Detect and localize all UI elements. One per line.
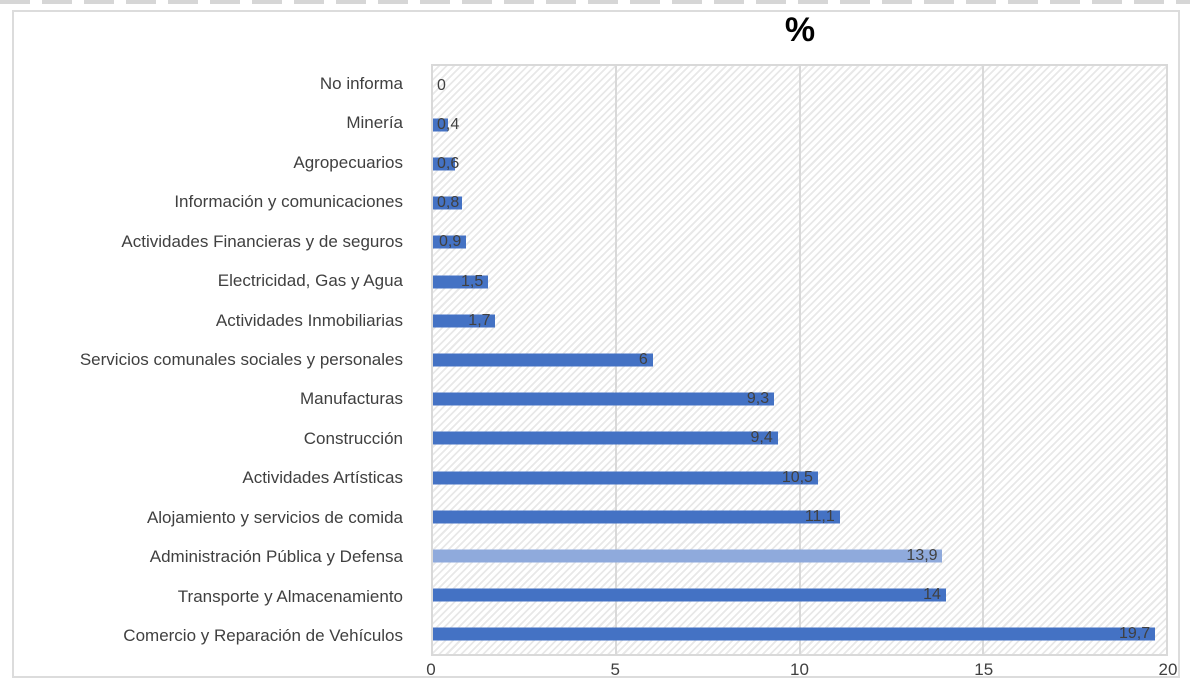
bar-row: 0,6 (433, 144, 1166, 183)
category-label: Transporte y Almacenamiento (177, 586, 403, 606)
value-label: 1,7 (468, 311, 491, 329)
x-tick-label: 15 (974, 660, 994, 679)
value-label: 0,4 (437, 115, 460, 133)
chart-title: % (784, 11, 816, 49)
bar (433, 235, 466, 249)
category-label: No informa (319, 73, 403, 93)
bar-row: 9,4 (433, 419, 1166, 458)
value-label: 0,8 (437, 194, 460, 212)
category-label: Servicios comunales sociales y personale… (79, 350, 403, 370)
gridline (798, 66, 801, 654)
bar-row: 14 (433, 576, 1166, 615)
x-axis: 0 5 10 15 20 (426, 659, 1177, 683)
bar-row: 11,1 (433, 497, 1166, 536)
x-tick-label: 0 (426, 660, 436, 679)
bar-row: 13,9 (433, 536, 1166, 575)
bar-row: 1,5 (433, 262, 1166, 301)
bar-row: 0,9 (433, 223, 1166, 262)
value-label: 1,5 (460, 272, 484, 290)
value-label: 0 (437, 76, 446, 94)
bar (433, 510, 840, 524)
value-label: 13,9 (906, 547, 938, 565)
bar (433, 196, 463, 210)
value-label: 14 (923, 586, 941, 604)
bar (433, 157, 455, 171)
value-label: 0,6 (437, 155, 460, 172)
cropped-dashed-border (0, 0, 1190, 4)
value-label: 10,5 (781, 468, 813, 486)
category-label: Agropecuarios (293, 152, 403, 172)
bar (433, 627, 1155, 641)
value-label: 0,9 (438, 233, 462, 251)
category-label: Alojamiento y servicios de comida (146, 507, 403, 527)
bar-row: 0 (433, 66, 1166, 105)
bar (433, 118, 448, 132)
bar-row: 0,8 (433, 184, 1166, 223)
bar (433, 314, 496, 328)
category-label: Actividades Artísticas (242, 468, 403, 488)
category-label: Administración Pública y Defensa (149, 547, 403, 567)
value-label: 11,1 (804, 507, 835, 525)
bar-row: 0,4 (433, 105, 1166, 144)
category-label: Información y comunicaciones (174, 192, 403, 212)
plot-area: 0 0,4 0,6 0,8 0,9 1,5 1,7 6 9,3 9,4 10,5 11,1 13,9 14… (431, 64, 1168, 656)
value-label: 9,3 (746, 390, 770, 408)
category-label: Comercio y Reparación de Vehículos (123, 626, 403, 646)
x-tick-label: 20 (1158, 660, 1178, 679)
category-label: Electricidad, Gas y Agua (217, 271, 403, 291)
bar-row: 19,7 (433, 615, 1166, 654)
bar (433, 392, 774, 406)
bar-row: 6 (433, 340, 1166, 379)
value-label: 6 (638, 351, 648, 369)
bar-row: 10,5 (433, 458, 1166, 497)
category-axis: No informa Minería Agropecuarios Informació… (0, 64, 403, 656)
category-label: Minería (346, 113, 403, 133)
value-label: 19,7 (1119, 625, 1151, 643)
category-label: Actividades Inmobiliarias (215, 310, 403, 330)
bar (433, 431, 778, 445)
value-label: 9,4 (750, 429, 773, 447)
x-tick-label: 5 (610, 660, 620, 679)
category-label: Construcción (303, 428, 403, 448)
gridline (981, 66, 984, 654)
category-label: Manufacturas (300, 389, 403, 409)
category-label: Actividades Financieras y de seguros (121, 231, 403, 251)
bar (433, 549, 943, 563)
bars-container: 0 0,4 0,6 0,8 0,9 1,5 1,7 6 9,3 9,4 10,5 11,1 13,9 14… (433, 66, 1166, 654)
bar (433, 471, 818, 485)
bar-row: 9,3 (433, 380, 1166, 419)
bar (433, 353, 653, 367)
bar (433, 275, 488, 289)
bar-row: 1,7 (433, 301, 1166, 340)
x-tick-label: 10 (790, 660, 809, 679)
bar (433, 588, 947, 602)
